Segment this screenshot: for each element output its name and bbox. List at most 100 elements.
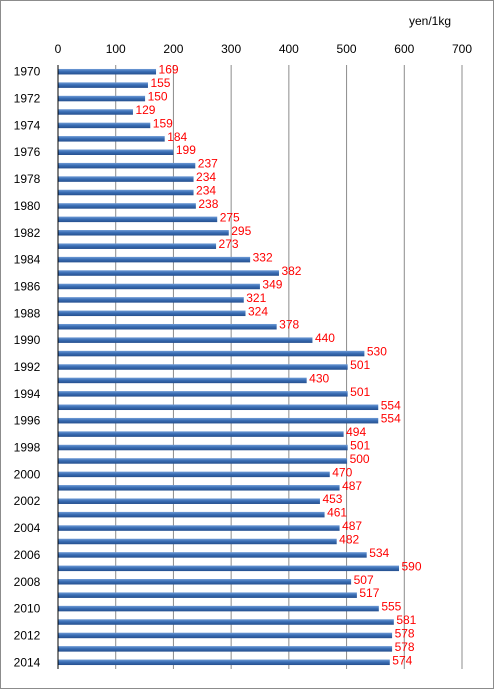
bar-2011 bbox=[58, 619, 394, 625]
value-label-1973: 129 bbox=[135, 103, 155, 117]
bar-1987 bbox=[58, 297, 244, 303]
bar-1994 bbox=[58, 391, 348, 397]
y-tick-label-2014: 2014 bbox=[14, 655, 41, 669]
value-label-1999: 500 bbox=[350, 452, 370, 466]
bar-2005 bbox=[58, 538, 337, 545]
value-label-1974: 159 bbox=[153, 116, 173, 130]
value-label-1995: 554 bbox=[381, 398, 401, 412]
value-label-1989: 378 bbox=[279, 318, 299, 332]
bar-1982 bbox=[58, 230, 229, 236]
value-label-1994: 501 bbox=[350, 385, 370, 399]
y-tick-label-2006: 2006 bbox=[14, 548, 41, 562]
y-tick-label-1972: 1972 bbox=[14, 92, 41, 106]
value-label-1985: 382 bbox=[281, 264, 301, 278]
value-label-1975: 184 bbox=[167, 130, 187, 144]
y-tick-label-1984: 1984 bbox=[14, 253, 41, 267]
value-label-1971: 155 bbox=[150, 76, 170, 90]
value-label-2005: 482 bbox=[339, 532, 359, 546]
bar-1974 bbox=[58, 122, 151, 129]
value-label-1998: 501 bbox=[350, 439, 370, 453]
bar-2006 bbox=[58, 552, 367, 558]
bar-1981 bbox=[58, 216, 218, 223]
value-label-1988: 324 bbox=[248, 304, 268, 318]
x-tick-label: 100 bbox=[106, 42, 126, 56]
bar-2010 bbox=[58, 605, 379, 612]
bar-1999 bbox=[58, 458, 348, 464]
value-label-1976: 199 bbox=[176, 143, 196, 157]
bar-2012 bbox=[58, 632, 393, 639]
y-tick-label-2010: 2010 bbox=[14, 602, 41, 616]
bar-1997 bbox=[58, 431, 344, 437]
value-label-1980: 238 bbox=[198, 197, 218, 211]
y-tick-label-2008: 2008 bbox=[14, 575, 41, 589]
bar-1992 bbox=[58, 364, 348, 370]
value-label-1984: 332 bbox=[253, 251, 273, 265]
value-label-1991: 530 bbox=[367, 345, 387, 359]
value-label-2006: 534 bbox=[369, 546, 389, 560]
bar-1971 bbox=[58, 82, 148, 88]
bar-1980 bbox=[58, 203, 196, 209]
value-label-1996: 554 bbox=[381, 412, 401, 426]
y-tick-label-1996: 1996 bbox=[14, 414, 41, 428]
bar-1978 bbox=[58, 176, 194, 182]
bar-1988 bbox=[58, 310, 246, 317]
x-tick-label: 500 bbox=[337, 42, 357, 56]
value-label-1977: 237 bbox=[198, 157, 218, 171]
bar-1985 bbox=[58, 270, 279, 276]
bar-2002 bbox=[58, 498, 320, 504]
y-tick-label-1988: 1988 bbox=[14, 306, 41, 320]
bar-1976 bbox=[58, 149, 174, 155]
y-tick-label-1986: 1986 bbox=[14, 279, 41, 293]
bar-1993 bbox=[58, 377, 307, 384]
y-tick-label-1994: 1994 bbox=[14, 387, 41, 401]
x-tick-label: 0 bbox=[55, 42, 62, 56]
x-tick-label: 700 bbox=[452, 42, 472, 56]
y-tick-label-1982: 1982 bbox=[14, 226, 41, 240]
value-label-1992: 501 bbox=[350, 358, 370, 372]
bar-1990 bbox=[58, 337, 313, 343]
bar-1983 bbox=[58, 243, 217, 249]
bar-1989 bbox=[58, 323, 277, 330]
y-tick-label-2012: 2012 bbox=[14, 628, 41, 642]
value-label-2012: 578 bbox=[395, 626, 415, 640]
y-tick-label-1992: 1992 bbox=[14, 360, 41, 374]
bar-2003 bbox=[58, 511, 325, 518]
value-label-1972: 150 bbox=[148, 90, 168, 104]
y-tick-label-1976: 1976 bbox=[14, 145, 41, 159]
bar-1998 bbox=[58, 444, 348, 451]
value-label-2014: 574 bbox=[392, 653, 412, 667]
bar-1995 bbox=[58, 404, 379, 411]
y-tick-label-2000: 2000 bbox=[14, 467, 41, 481]
bar-2004 bbox=[58, 525, 340, 531]
value-label-1983: 273 bbox=[219, 237, 239, 251]
value-label-1990: 440 bbox=[315, 331, 335, 345]
x-tick-label: 300 bbox=[221, 42, 241, 56]
value-label-2007: 590 bbox=[402, 559, 422, 573]
y-tick-label-1974: 1974 bbox=[14, 118, 41, 132]
bar-2001 bbox=[58, 485, 340, 491]
bar-1975 bbox=[58, 136, 165, 142]
unit-label: yen/1kg bbox=[409, 14, 452, 28]
value-label-1982: 295 bbox=[231, 224, 251, 238]
y-tick-label-2004: 2004 bbox=[14, 521, 41, 535]
value-label-1986: 349 bbox=[262, 277, 282, 291]
bar-1973 bbox=[58, 109, 133, 115]
bar-1972 bbox=[58, 95, 146, 102]
bar-2014 bbox=[58, 659, 390, 666]
y-tick-label-1980: 1980 bbox=[14, 199, 41, 213]
bar-2013 bbox=[58, 646, 393, 652]
bar-1977 bbox=[58, 162, 196, 169]
bar-1984 bbox=[58, 256, 251, 263]
bar-2009 bbox=[58, 592, 357, 598]
value-label-1981: 275 bbox=[220, 210, 240, 224]
bar-2007 bbox=[58, 565, 400, 572]
x-tick-label: 600 bbox=[394, 42, 414, 56]
y-tick-label-1970: 1970 bbox=[14, 65, 41, 79]
value-label-1979: 234 bbox=[196, 184, 216, 198]
bar-1979 bbox=[58, 189, 194, 196]
x-tick-label: 200 bbox=[163, 42, 183, 56]
value-label-1997: 494 bbox=[346, 425, 366, 439]
value-label-2001: 487 bbox=[342, 479, 362, 493]
bar-1970 bbox=[58, 68, 157, 75]
